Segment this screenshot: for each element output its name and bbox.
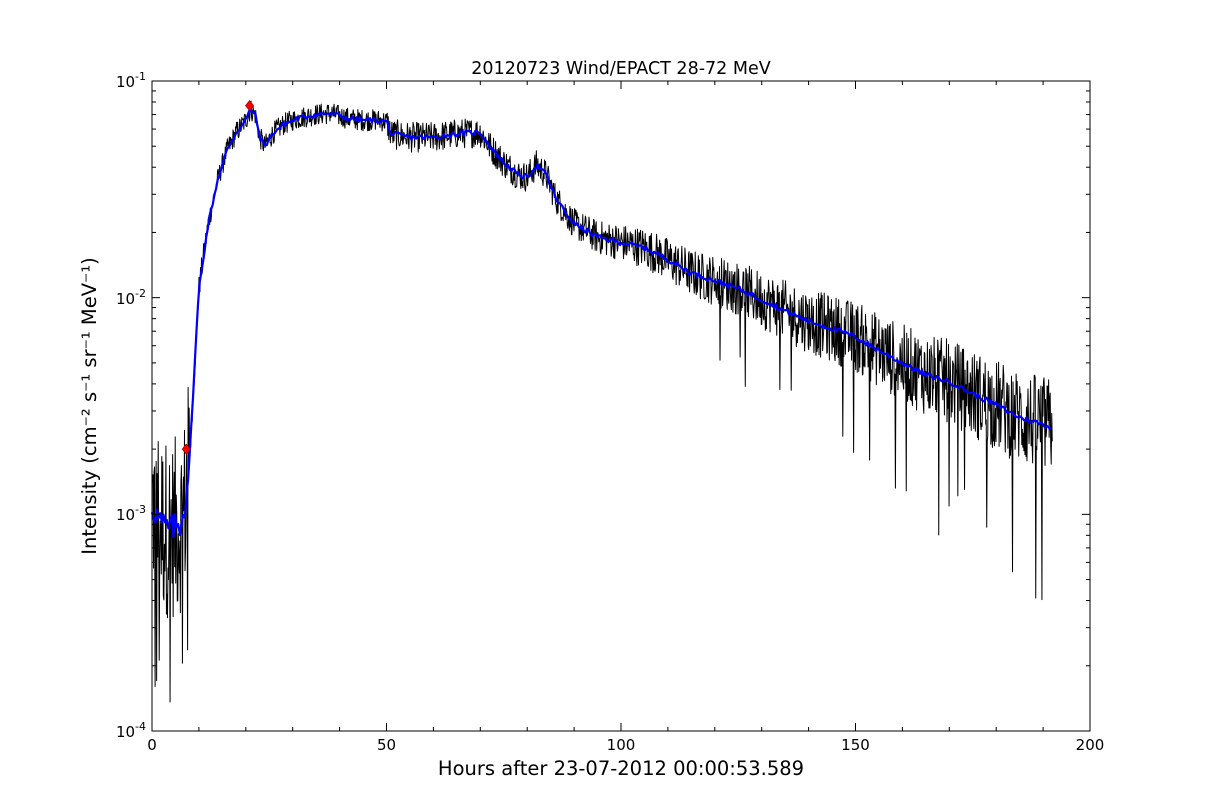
- y-tick-label: 10-1: [116, 70, 146, 91]
- x-tick-label: 50: [377, 736, 396, 754]
- x-axis-ticks: [151, 81, 1091, 731]
- y-axis-ticks: [152, 80, 1090, 732]
- x-axis-title: Hours after 23-07-2012 00:00:53.589: [438, 757, 804, 780]
- peak-marker: [181, 443, 191, 455]
- y-axis-tick-labels: 10-4 10-3 10-2 10-1: [116, 70, 146, 741]
- x-tick-label: 0: [147, 736, 157, 754]
- x-tick-label: 200: [1076, 736, 1105, 754]
- raw-data-line: [151, 100, 1053, 703]
- peak-marker: [245, 99, 255, 112]
- smoothed-data-line: [150, 107, 1053, 539]
- chart-title: 20120723 Wind/EPACT 28-72 MeV: [471, 59, 770, 79]
- x-tick-label: 150: [841, 736, 870, 754]
- raw-data-series: [151, 100, 1053, 703]
- y-tick-label: 10-4: [116, 720, 146, 741]
- y-tick-label: 10-3: [116, 503, 146, 524]
- peak-markers: [181, 99, 255, 455]
- x-axis-tick-labels: 0 50 100 150 200: [147, 736, 1104, 754]
- smoothed-data-series: [150, 107, 1053, 539]
- y-tick-label: 10-2: [116, 287, 146, 308]
- plot-area: [150, 99, 1053, 703]
- y-axis-title: Intensity (cm⁻² s⁻¹ sr⁻¹ MeV⁻¹): [78, 257, 101, 555]
- x-tick-label: 100: [607, 736, 636, 754]
